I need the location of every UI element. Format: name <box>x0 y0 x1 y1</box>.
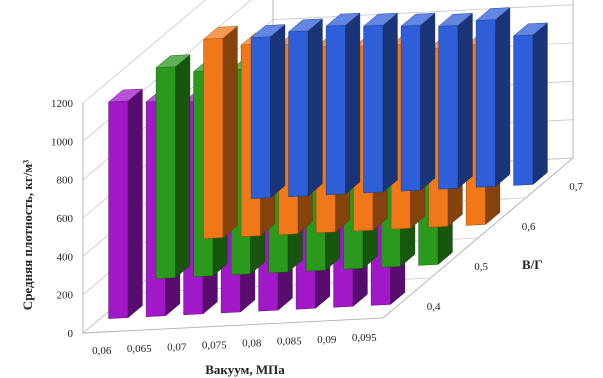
x-tick-label: 0,085 <box>277 336 302 348</box>
bar-0,7-0,08 <box>400 12 436 192</box>
z-tick-label: 0,5 <box>474 261 488 273</box>
bar-0,7-0,07 <box>325 12 361 196</box>
z-axis-title: В/Г <box>522 257 543 272</box>
bar-side-face <box>307 18 323 197</box>
y-tick-label: 0 <box>68 328 74 340</box>
bar-0,7-0,075 <box>362 12 399 194</box>
bar-top-face <box>107 88 144 103</box>
bar-0,7-0,06 <box>250 24 286 199</box>
bar-front-face <box>288 30 309 197</box>
bar-side-face <box>270 24 286 199</box>
bar-top-face <box>325 12 361 27</box>
x-tick-label: 0,09 <box>317 334 337 346</box>
bar-side-face <box>495 7 511 187</box>
bar-top-face <box>155 54 191 68</box>
bar-side-face <box>420 12 436 191</box>
bar-side-face <box>345 12 361 195</box>
x-axis-title: Вакуум, МПа <box>205 362 285 377</box>
x-tick-label: 0,07 <box>167 341 187 353</box>
bar-side-face <box>175 54 191 279</box>
y-tick-label: 1200 <box>51 98 74 110</box>
y-tick-label: 400 <box>57 251 74 263</box>
y-tick-label: 800 <box>57 175 74 187</box>
y-tick-label: 600 <box>57 213 74 225</box>
y-axis-title: Средняя плотность, кг/м³ <box>20 160 35 310</box>
bar-0,6-0,06 <box>202 25 239 239</box>
bar-front-face <box>250 36 271 199</box>
bar-top-face <box>287 18 324 33</box>
bar-front-face <box>400 24 421 192</box>
bar-front-face <box>325 24 346 196</box>
z-tick-label: 0,7 <box>569 181 583 193</box>
bar-front-face <box>475 19 496 188</box>
z-tick-label: 0,4 <box>427 301 441 313</box>
bar-0,7-0,09 <box>475 7 511 188</box>
x-tick-label: 0,095 <box>352 332 377 344</box>
y-tick-label: 1000 <box>51 136 74 148</box>
bar-0,4-0,06 <box>107 88 144 319</box>
bar-top-face <box>400 12 436 27</box>
bar-0,7-0,095 <box>512 22 549 186</box>
bar-top-face <box>512 22 549 37</box>
bar-front-face <box>203 37 224 239</box>
bar-top-face <box>437 13 474 27</box>
bar-top-face <box>475 7 511 21</box>
bar-top-face <box>202 25 239 40</box>
bar-0,7-0,065 <box>287 18 324 197</box>
bar-front-face <box>108 100 129 319</box>
bar-side-face <box>457 12 473 189</box>
x-tick-label: 0,065 <box>127 343 152 355</box>
bar-side-face <box>127 88 143 319</box>
bar-top-face <box>362 12 399 27</box>
chart-bars <box>107 7 549 319</box>
bar-side-face <box>532 22 548 185</box>
bar-front-face <box>363 24 384 194</box>
y-gridline <box>82 0 206 104</box>
chart-labels: 0 200 400 600 800 1000 1200 0,06 0,065 0,07 0,075 0… <box>51 98 584 357</box>
bar-front-face <box>438 25 459 190</box>
z-tick-label: 0,6 <box>522 221 536 233</box>
bar-side-face <box>382 12 398 193</box>
bar-front-face <box>155 66 176 279</box>
x-tick-label: 0,06 <box>92 345 112 357</box>
x-tick-label: 0,075 <box>202 339 227 351</box>
bar-0,5-0,06 <box>155 54 191 279</box>
bar-front-face <box>513 34 534 186</box>
bar-0,7-0,085 <box>437 12 474 190</box>
bar-top-face <box>250 24 286 38</box>
y-tick-label: 200 <box>57 290 74 302</box>
bar-side-face <box>222 25 238 239</box>
y-gridline <box>82 0 252 142</box>
x-tick-label: 0,08 <box>242 338 262 350</box>
